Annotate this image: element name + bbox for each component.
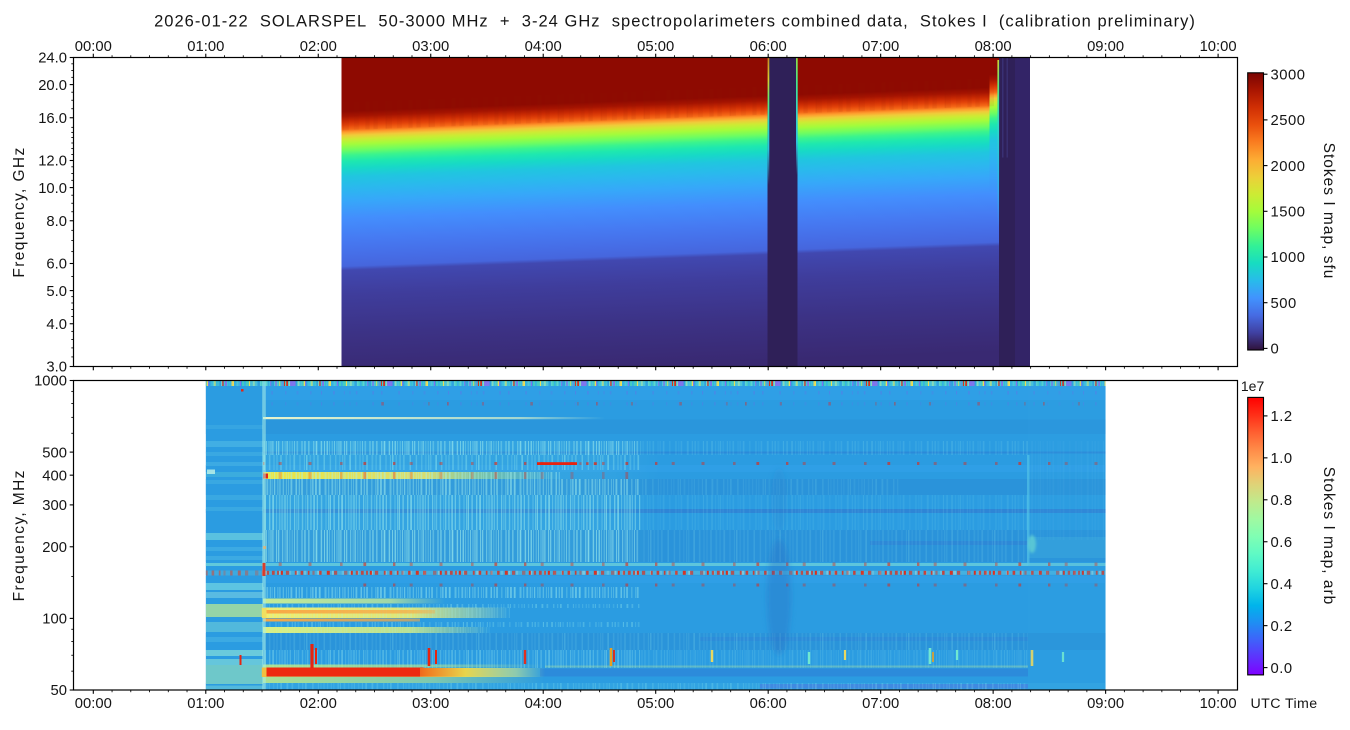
svg-text:16.0: 16.0 [38,111,67,127]
svg-text:2500: 2500 [1271,113,1306,129]
svg-text:400: 400 [42,468,67,484]
svg-text:00:00: 00:00 [75,696,112,712]
svg-text:Frequency, MHz: Frequency, MHz [11,469,28,601]
svg-text:20.0: 20.0 [38,78,67,94]
svg-text:4.0: 4.0 [46,317,67,333]
svg-text:12.0: 12.0 [38,154,67,170]
svg-text:02:00: 02:00 [300,696,337,712]
svg-text:1.2: 1.2 [1271,409,1293,425]
svg-text:09:00: 09:00 [1087,39,1124,55]
svg-text:1000: 1000 [34,374,67,390]
svg-text:300: 300 [42,498,67,514]
svg-text:1500: 1500 [1271,205,1306,221]
svg-text:08:00: 08:00 [975,696,1012,712]
svg-text:200: 200 [42,540,67,556]
svg-text:Stokes I map, arb: Stokes I map, arb [1320,467,1337,605]
svg-text:05:00: 05:00 [637,39,674,55]
svg-text:03:00: 03:00 [412,39,449,55]
svg-text:06:00: 06:00 [750,39,787,55]
svg-text:10:00: 10:00 [1200,696,1237,712]
svg-text:10:00: 10:00 [1200,39,1237,55]
svg-text:0.6: 0.6 [1271,535,1293,551]
svg-text:07:00: 07:00 [862,39,899,55]
svg-text:500: 500 [42,445,67,461]
svg-text:0.8: 0.8 [1271,493,1293,509]
svg-text:04:00: 04:00 [525,696,562,712]
svg-text:04:00: 04:00 [525,39,562,55]
svg-text:0.4: 0.4 [1271,577,1293,593]
svg-text:100: 100 [42,612,67,628]
svg-text:500: 500 [1271,296,1297,312]
svg-text:1.0: 1.0 [1271,451,1293,467]
svg-text:50: 50 [51,683,67,699]
svg-text:3000: 3000 [1271,67,1306,83]
svg-text:08:00: 08:00 [975,39,1012,55]
svg-text:3.0: 3.0 [46,360,67,376]
svg-text:07:00: 07:00 [862,696,899,712]
svg-text:0.0: 0.0 [1271,661,1293,677]
svg-text:09:00: 09:00 [1087,696,1124,712]
svg-text:1e7: 1e7 [1241,378,1265,394]
svg-text:2000: 2000 [1271,159,1306,175]
svg-text:0: 0 [1271,342,1280,358]
svg-text:Frequency, GHz: Frequency, GHz [11,146,28,277]
svg-text:01:00: 01:00 [187,39,224,55]
svg-text:05:00: 05:00 [637,696,674,712]
svg-text:8.0: 8.0 [46,214,67,230]
svg-text:03:00: 03:00 [412,696,449,712]
svg-text:02:00: 02:00 [300,39,337,55]
svg-text:24.0: 24.0 [38,51,67,67]
svg-text:6.0: 6.0 [46,257,67,273]
svg-text:1000: 1000 [1271,250,1306,266]
svg-text:Stokes I map, sfu: Stokes I map, sfu [1320,143,1337,280]
svg-text:0.2: 0.2 [1271,619,1293,635]
svg-text:01:00: 01:00 [187,696,224,712]
svg-text:5.0: 5.0 [46,284,67,300]
svg-text:06:00: 06:00 [750,696,787,712]
svg-text:00:00: 00:00 [75,39,112,55]
svg-text:10.0: 10.0 [38,181,67,197]
svg-text:UTC Time: UTC Time [1251,696,1318,712]
svg-text:2026-01-22 SOLARSPEL 50-3000: 2026-01-22 SOLARSPEL 50-3000 MHz + 3-24 … [154,13,1196,31]
